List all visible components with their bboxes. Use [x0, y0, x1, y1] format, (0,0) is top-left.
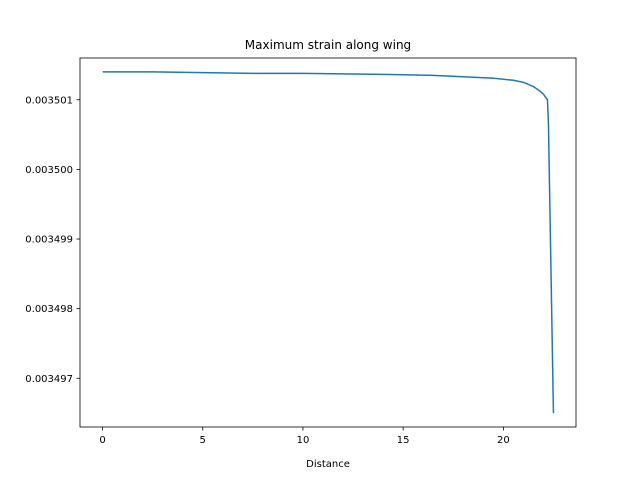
chart-title: Maximum strain along wing [245, 38, 411, 52]
axes-frame [79, 57, 577, 428]
x-tick-label: 15 [397, 435, 410, 446]
x-tick-label: 20 [497, 435, 510, 446]
y-tick-label: 0.003499 [25, 235, 73, 246]
plot-area: 0 5 10 15 20 0.003497 0.003498 0.003499 0.003500… [25, 57, 577, 446]
y-tick-label: 0.003501 [25, 95, 73, 106]
x-tick-label: 5 [200, 435, 206, 446]
y-tick-label: 0.003498 [25, 304, 73, 315]
y-tick-label: 0.003497 [25, 374, 73, 385]
series-line-0 [102, 71, 555, 414]
x-tick-label: 10 [297, 435, 310, 446]
x-tick-label: 0 [99, 435, 105, 446]
x-axis-label: Distance [306, 459, 350, 470]
y-tick-label: 0.003500 [25, 165, 73, 176]
